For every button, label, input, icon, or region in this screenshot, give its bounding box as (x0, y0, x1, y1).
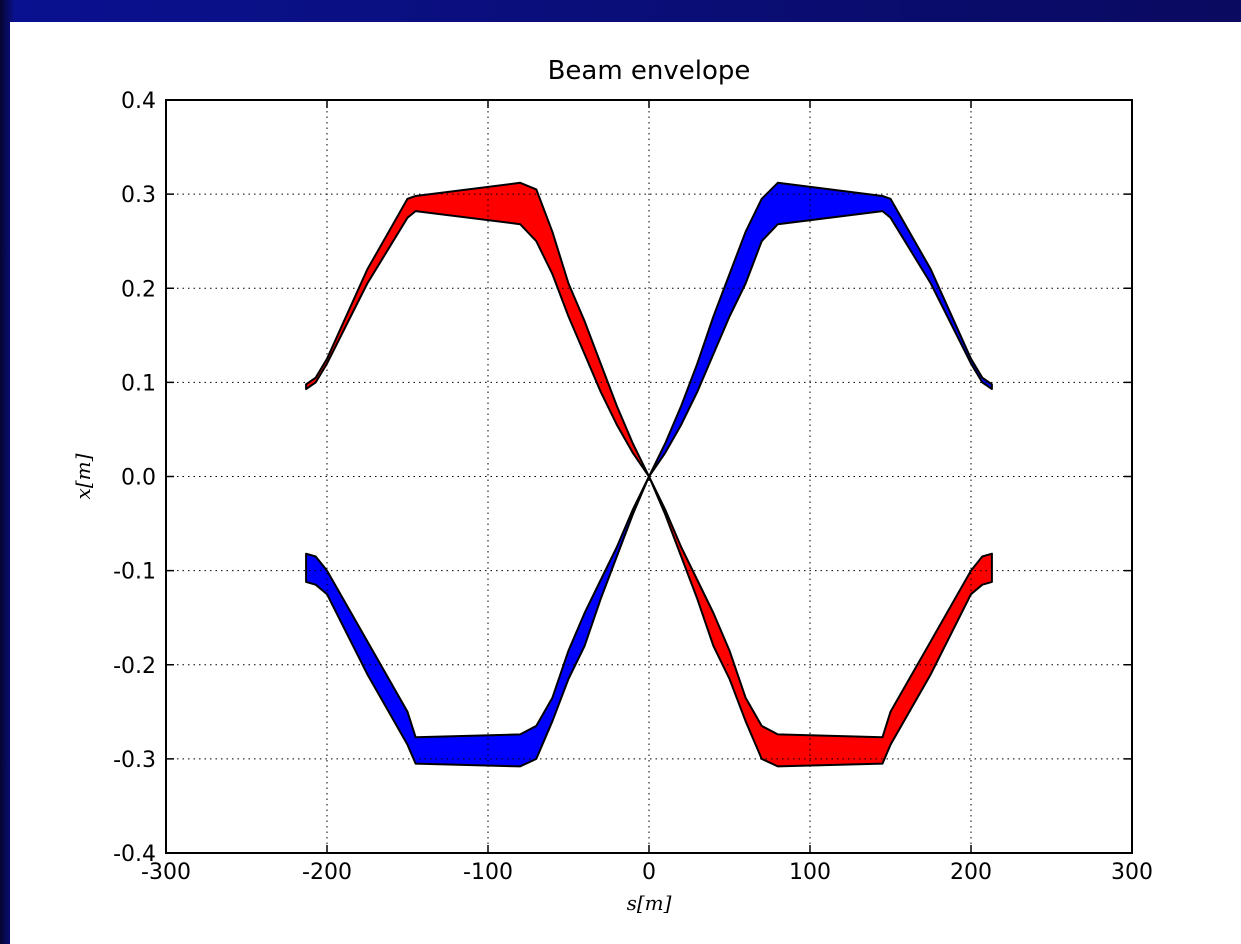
x-axis-label: s[m] (627, 891, 672, 915)
y-tick-label: 0.0 (121, 466, 156, 491)
envelope-fills (305, 181, 993, 768)
x-tick-label: -300 (141, 860, 191, 885)
beam-envelope-chart: -300 -200 -100 0 100 200 300 -0.4 -0.3 -0.2 -0.1 0… (71, 56, 1153, 915)
y-tick-label: -0.3 (113, 748, 156, 773)
y-tick-label: -0.1 (113, 560, 156, 585)
x-tick-label: -100 (463, 860, 513, 885)
y-tick-label: 0.3 (121, 183, 156, 208)
y-tick-label: 0.2 (121, 277, 156, 302)
grid-lines (166, 100, 1132, 853)
x-tick-label: 300 (1111, 860, 1153, 885)
tick-marks (165, 99, 1133, 854)
envelope-band-3 (648, 475, 993, 768)
y-tick-label: -0.2 (113, 654, 156, 679)
x-tick-label: -200 (302, 860, 352, 885)
y-tick-label: 0.4 (121, 89, 156, 114)
y-axis-label: x[m] (71, 453, 95, 499)
y-tick-labels: -0.4 -0.3 -0.2 -0.1 0.0 0.1 0.2 0.3 0.4 (113, 89, 156, 867)
figure-canvas: -300 -200 -100 0 100 200 300 -0.4 -0.3 -0.2 -0.1 0… (10, 22, 1241, 944)
chart-title: Beam envelope (548, 56, 751, 86)
x-tick-labels: -300 -200 -100 0 100 200 300 (141, 860, 1153, 885)
x-tick-label: 100 (789, 860, 831, 885)
y-tick-label: 0.1 (121, 371, 156, 396)
x-tick-label: 0 (642, 860, 656, 885)
envelope-band-2 (305, 475, 650, 768)
y-tick-label: -0.4 (113, 842, 156, 867)
x-tick-label: 200 (950, 860, 992, 885)
envelope-band-1 (648, 181, 993, 478)
envelope-band-0 (305, 181, 650, 478)
